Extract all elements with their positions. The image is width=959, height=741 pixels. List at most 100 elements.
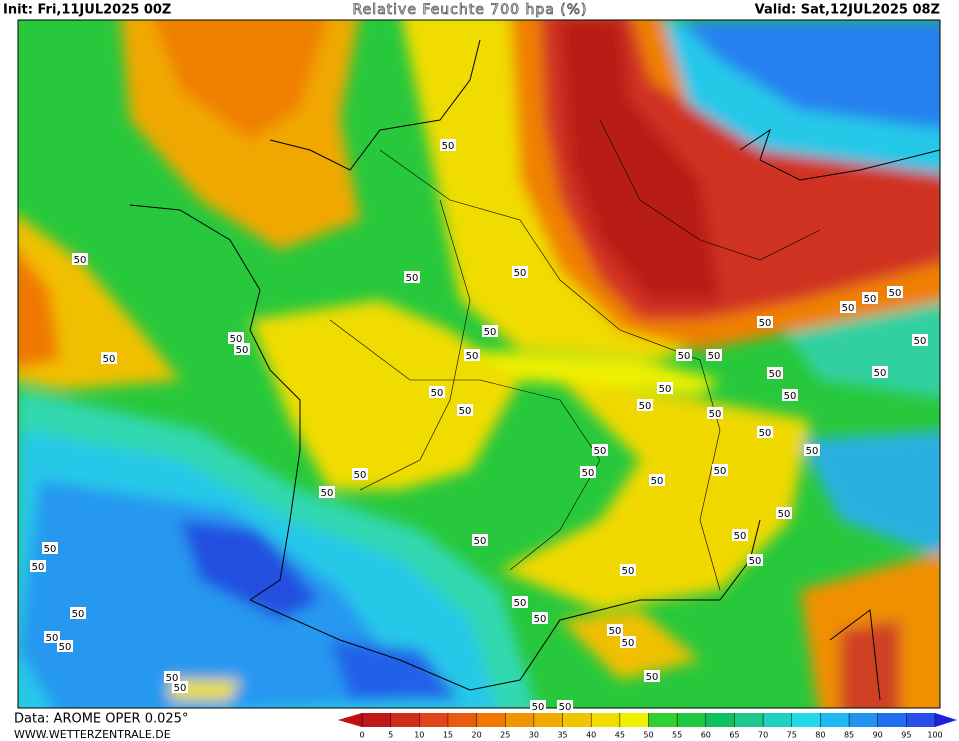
colorbar-tick-label: 5: [388, 731, 393, 740]
colorbar-cell: [591, 713, 621, 727]
contour-label-bg: [872, 366, 888, 378]
contour-label: 50: [678, 351, 691, 362]
colorbar-tick-label: 95: [901, 731, 911, 740]
contour-label-bg: [457, 404, 473, 416]
map-title: Relative Feuchte 700 hpa (%): [353, 2, 588, 18]
init-time: Init: Fri,11JUL2025 00Z: [3, 3, 171, 18]
contour-label: 50: [646, 672, 659, 683]
contour-label: 50: [622, 638, 635, 649]
contour-label-bg: [707, 407, 723, 419]
colorbar-tick-label: 15: [443, 731, 453, 740]
contour-label-bg: [712, 464, 728, 476]
contour-label: 50: [532, 702, 545, 713]
contour-label-bg: [57, 640, 73, 652]
colorbar-cell: [906, 713, 936, 727]
contour-label-bg: [228, 332, 244, 344]
contour-label: 50: [103, 354, 116, 365]
colorbar-under: [338, 713, 362, 727]
contour-label-bg: [782, 389, 798, 401]
colorbar-cell: [705, 713, 735, 727]
colorbar-tick-label: 90: [873, 731, 883, 740]
colorbar-cell: [533, 713, 564, 727]
contour-label: 50: [32, 562, 45, 573]
contour-label: 50: [230, 334, 243, 345]
colorbar-tick-label: 70: [758, 731, 768, 740]
colorbar-cell: [820, 713, 850, 727]
colorbar-tick-label: 35: [557, 731, 567, 740]
colorbar-tick-label: 85: [844, 731, 854, 740]
contour-label-bg: [42, 542, 58, 554]
contour-label: 50: [484, 327, 497, 338]
colorbar-cell: [734, 713, 764, 727]
contour-label-bg: [72, 253, 88, 265]
contour-label-bg: [429, 386, 445, 398]
contour-label-bg: [70, 607, 86, 619]
contour-label-bg: [404, 271, 420, 283]
colorbar-cell: [505, 713, 535, 727]
colorbar-cell: [763, 713, 793, 727]
contour-label: 50: [914, 336, 927, 347]
colorbar-tick-label: 0: [359, 731, 364, 740]
colorbar-cell: [362, 713, 392, 727]
contour-label-bg: [620, 636, 636, 648]
contour-label: 50: [406, 273, 419, 284]
contour-label: 50: [778, 509, 791, 520]
contour-label: 50: [594, 446, 607, 457]
contour-label-bg: [676, 349, 692, 361]
contour-label: 50: [59, 642, 72, 653]
contour-label-bg: [472, 534, 488, 546]
contour-label: 50: [806, 446, 819, 457]
contour-label-bg: [607, 624, 623, 636]
contour-label-bg: [912, 334, 928, 346]
contour-label-bg: [620, 564, 636, 576]
contour-label-bg: [234, 343, 250, 355]
contour-label: 50: [166, 673, 179, 684]
contour-label: 50: [651, 476, 664, 487]
contour-label: 50: [514, 598, 527, 609]
colorbar-cell: [677, 713, 707, 727]
colorbar-cell: [419, 713, 449, 727]
contour-label-bg: [757, 426, 773, 438]
contour-label: 50: [46, 633, 59, 644]
contour-label-bg: [440, 139, 456, 151]
colorbar-tick-label: 100: [927, 731, 942, 740]
colorbar-tick-label: 50: [643, 731, 653, 740]
colorbar-tick-label: 45: [615, 731, 625, 740]
contour-label: 50: [769, 369, 782, 380]
contour-label: 50: [534, 614, 547, 625]
colorbar-tick-label: 55: [672, 731, 682, 740]
contour-label: 50: [44, 544, 57, 555]
contour-label: 50: [784, 391, 797, 402]
contour-label-bg: [592, 444, 608, 456]
contour-label-bg: [644, 670, 660, 682]
colorbar-cell: [447, 713, 478, 727]
colorbar-tick-label: 40: [586, 731, 596, 740]
colorbar: 0 5 10 15 20 25 30 35 40 45 50 55 60 65 70 75 80 85 90 95 10…: [338, 713, 957, 740]
contour-label-bg: [319, 486, 335, 498]
contour-label: 50: [714, 466, 727, 477]
contour-label-bg: [757, 316, 773, 328]
colorbar-tick-label: 25: [500, 731, 510, 740]
contour-label: 50: [639, 401, 652, 412]
contour-label: 50: [842, 303, 855, 314]
contour-label-bg: [887, 286, 903, 298]
colorbar-tick-label: 75: [787, 731, 797, 740]
colorbar-cell: [791, 713, 821, 727]
contour-label: 50: [759, 428, 772, 439]
contour-label-bg: [767, 367, 783, 379]
colorbar-tick-label: 60: [701, 731, 711, 740]
contour-label-bg: [30, 560, 46, 572]
contour-label: 50: [708, 351, 721, 362]
borders: [329, 119, 821, 591]
contour-label: 50: [864, 294, 877, 305]
contour-label: 50: [466, 351, 479, 362]
colorbar-cell: [877, 713, 907, 727]
contour-label-bg: [44, 631, 60, 643]
colorbar-over: [935, 713, 957, 727]
contour-label-bg: [580, 466, 596, 478]
coastlines: [129, 39, 940, 701]
contour-label-bg: [776, 507, 792, 519]
colorbar-tick-label: 80: [815, 731, 825, 740]
